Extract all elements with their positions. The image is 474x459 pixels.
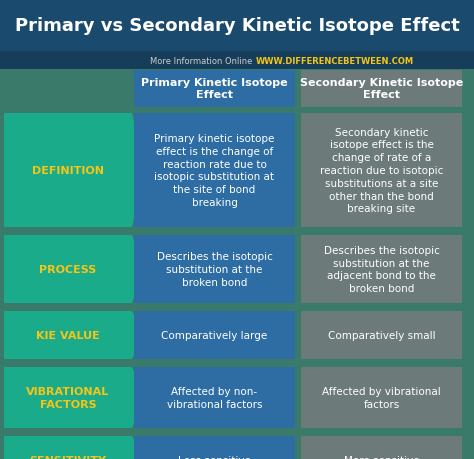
- Text: Primary Kinetic Isotope
Effect: Primary Kinetic Isotope Effect: [141, 78, 288, 100]
- Text: WWW.DIFFERENCEBETWEEN.COM: WWW.DIFFERENCEBETWEEN.COM: [256, 56, 414, 65]
- FancyBboxPatch shape: [134, 71, 295, 108]
- FancyBboxPatch shape: [301, 311, 462, 359]
- Text: KIE VALUE: KIE VALUE: [36, 330, 100, 340]
- FancyBboxPatch shape: [301, 367, 462, 428]
- Text: Primary kinetic isotope
effect is the change of
reaction rate due to
isotopic su: Primary kinetic isotope effect is the ch…: [155, 134, 275, 207]
- Polygon shape: [4, 235, 144, 303]
- Text: Describes the isotopic
substitution at the
adjacent bond to the
broken bond: Describes the isotopic substitution at t…: [324, 245, 439, 294]
- Polygon shape: [4, 367, 144, 428]
- FancyBboxPatch shape: [134, 114, 295, 228]
- FancyBboxPatch shape: [134, 367, 295, 428]
- FancyBboxPatch shape: [472, 0, 474, 459]
- FancyBboxPatch shape: [301, 71, 462, 108]
- Text: Primary vs Secondary Kinetic Isotope Effect: Primary vs Secondary Kinetic Isotope Eff…: [15, 17, 459, 35]
- Text: Secondary Kinetic Isotope
Effect: Secondary Kinetic Isotope Effect: [300, 78, 463, 100]
- FancyBboxPatch shape: [301, 114, 462, 228]
- Text: Describes the isotopic
substitution at the
broken bond: Describes the isotopic substitution at t…: [156, 252, 273, 287]
- FancyBboxPatch shape: [301, 235, 462, 303]
- Polygon shape: [4, 311, 144, 359]
- FancyBboxPatch shape: [134, 235, 295, 303]
- Text: DEFINITION: DEFINITION: [32, 166, 104, 176]
- Polygon shape: [4, 114, 144, 228]
- Text: Comparatively small: Comparatively small: [328, 330, 435, 340]
- Text: Comparatively large: Comparatively large: [161, 330, 268, 340]
- FancyBboxPatch shape: [0, 0, 474, 52]
- Text: VIBRATIONAL
FACTORS: VIBRATIONAL FACTORS: [27, 386, 109, 409]
- Text: More Information Online: More Information Online: [150, 56, 252, 65]
- FancyBboxPatch shape: [134, 311, 295, 359]
- FancyBboxPatch shape: [134, 436, 295, 459]
- Text: Less sensitive: Less sensitive: [178, 455, 251, 459]
- Text: SENSITIVITY: SENSITIVITY: [29, 455, 107, 459]
- FancyBboxPatch shape: [0, 52, 474, 70]
- Text: Affected by vibrational
factors: Affected by vibrational factors: [322, 386, 441, 409]
- Text: More sensitive: More sensitive: [344, 455, 419, 459]
- Polygon shape: [4, 436, 144, 459]
- Text: Secondary kinetic
isotope effect is the
change of rate of a
reaction due to isot: Secondary kinetic isotope effect is the …: [320, 127, 443, 214]
- FancyBboxPatch shape: [301, 436, 462, 459]
- Text: Affected by non-
vibrational factors: Affected by non- vibrational factors: [167, 386, 262, 409]
- Text: PROCESS: PROCESS: [39, 264, 97, 274]
